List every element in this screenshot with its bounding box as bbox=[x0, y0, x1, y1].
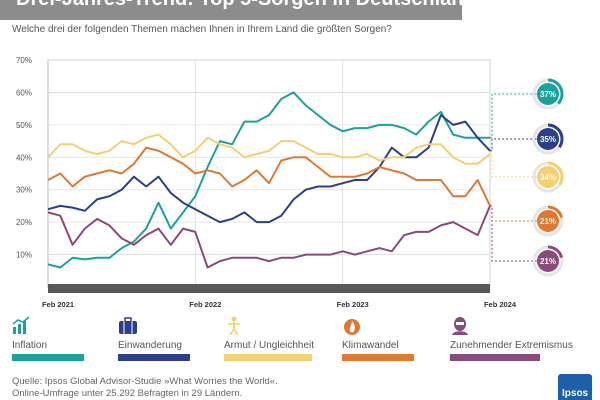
series-line bbox=[47, 146, 491, 207]
legend-label: Zunehmender Extremismus bbox=[450, 340, 573, 351]
x-axis-band bbox=[48, 284, 490, 293]
chart-subtitle: Welche drei der folgenden Themen machen … bbox=[12, 24, 392, 35]
legend-swatch bbox=[224, 354, 312, 361]
chart-icon bbox=[12, 316, 32, 336]
legend-swatch bbox=[450, 354, 540, 361]
end-ring-arc bbox=[532, 161, 564, 193]
y-tick-label: 10% bbox=[16, 251, 32, 260]
y-tick-label: 50% bbox=[16, 121, 32, 130]
end-ring-arc bbox=[532, 205, 564, 237]
end-connector bbox=[490, 93, 533, 139]
source-line-1: Quelle: Ipsos Global Advisor-Studie »Wha… bbox=[12, 376, 278, 387]
end-value-circle bbox=[537, 128, 559, 150]
y-tick-label: 30% bbox=[16, 186, 32, 195]
x-tick-label: Feb 2024 bbox=[484, 300, 517, 309]
end-ring-arc bbox=[532, 245, 564, 277]
flame-icon bbox=[342, 316, 362, 336]
ipsos-logo-text: Ipsos bbox=[562, 388, 589, 399]
end-value-label: 37% bbox=[540, 90, 556, 99]
title-bar: Drei-Jahres-Trend: Top 5-Sorgen in Deuts… bbox=[0, 0, 462, 20]
end-value-circle bbox=[537, 166, 559, 188]
source-note: Quelle: Ipsos Global Advisor-Studie »Wha… bbox=[12, 376, 278, 400]
person-icon bbox=[224, 316, 244, 336]
end-value-label: 34% bbox=[540, 173, 556, 182]
end-connector bbox=[490, 153, 533, 178]
line-chart: 10% 20% 30% 40% 50% 60% 70% Feb 2021 Feb 2022 Feb… bbox=[16, 56, 564, 309]
ipsos-logo: Ipsos bbox=[558, 374, 592, 400]
end-ring-arc bbox=[532, 123, 564, 155]
legend-label: Armut / Ungleichheit bbox=[224, 340, 315, 351]
x-tick-label: Feb 2023 bbox=[337, 300, 369, 309]
legend-label: Einwanderung bbox=[118, 340, 182, 351]
end-connector bbox=[490, 138, 533, 152]
end-value-circle bbox=[537, 83, 559, 105]
end-connector bbox=[490, 205, 533, 222]
chart-title: Drei-Jahres-Trend: Top 5-Sorgen in Deuts… bbox=[16, 0, 462, 11]
series-line bbox=[47, 205, 491, 269]
y-tick-label: 60% bbox=[16, 88, 32, 97]
masked-person-icon bbox=[450, 316, 470, 336]
legend-swatch bbox=[12, 354, 84, 361]
end-ring-arc bbox=[532, 78, 564, 110]
legend-label: Inflation bbox=[12, 340, 48, 351]
legend-swatch bbox=[118, 354, 190, 361]
legend-label: Klimawandel bbox=[342, 340, 399, 351]
x-tick-label: Feb 2021 bbox=[42, 300, 74, 309]
suitcase-icon bbox=[118, 316, 138, 336]
y-tick-label: 20% bbox=[16, 218, 32, 227]
end-value-label: 21% bbox=[540, 257, 556, 266]
series-line bbox=[47, 133, 491, 165]
end-value-label: 21% bbox=[540, 217, 556, 226]
x-tick-label: Feb 2022 bbox=[189, 300, 221, 309]
end-value-circle bbox=[537, 210, 559, 232]
source-line-2: Online-Umfrage unter 25.292 Befragten in… bbox=[12, 388, 243, 399]
end-value-label: 35% bbox=[540, 135, 556, 144]
series-line bbox=[47, 91, 490, 269]
y-tick-label: 70% bbox=[16, 56, 32, 65]
end-value-circle bbox=[537, 250, 559, 272]
series-line bbox=[47, 114, 491, 224]
end-connector bbox=[490, 205, 533, 262]
legend-swatch bbox=[342, 354, 414, 361]
y-tick-label: 40% bbox=[16, 153, 32, 162]
